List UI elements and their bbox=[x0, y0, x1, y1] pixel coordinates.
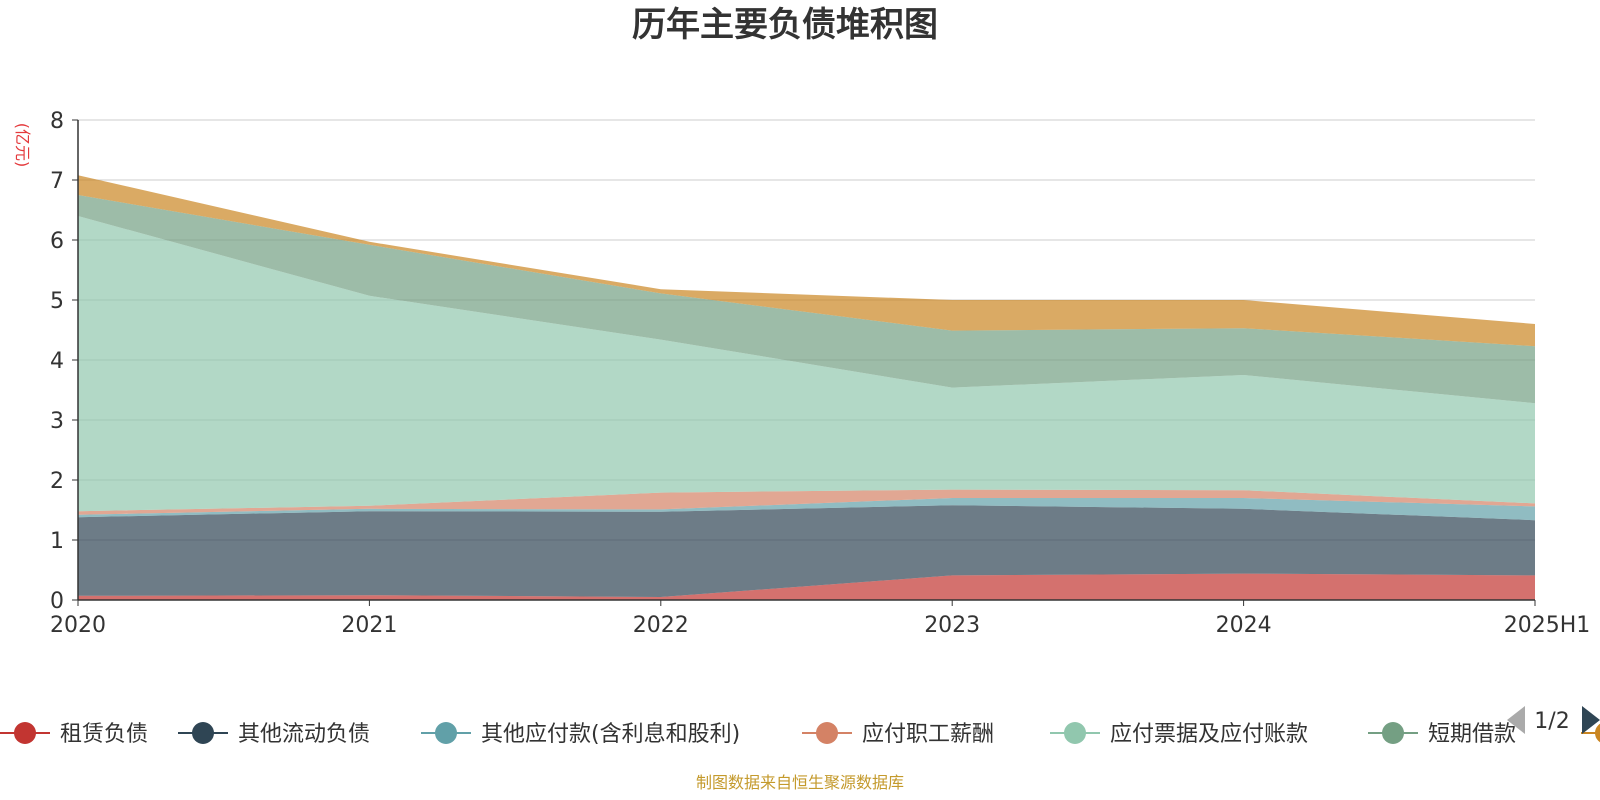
area-series-3 bbox=[78, 489, 1535, 515]
legend: 租赁负债 其他流动负债 其他应付款(含利息和股利) 应付职工薪酬 应付票据及应付账款 短期… bbox=[0, 722, 1600, 747]
legend-item[interactable]: 应付票据及应付账款 bbox=[1050, 722, 1308, 747]
legend-marker-icon bbox=[1595, 723, 1600, 743]
x-axis-ticks: 2020 2021 2022 2023 2024 2025H1 bbox=[50, 600, 1590, 638]
y-tick-label: 1 bbox=[50, 529, 64, 554]
legend-marker-icon bbox=[192, 722, 214, 744]
area-series-6 bbox=[78, 175, 1535, 347]
data-source-note: 制图数据来自恒生聚源数据库 bbox=[696, 773, 904, 792]
legend-marker-icon bbox=[1382, 722, 1404, 744]
y-axis-ticks: 0 1 2 3 4 5 6 7 8 bbox=[50, 109, 78, 614]
legend-item[interactable]: 其他流动负债 bbox=[178, 722, 370, 747]
legend-label: 短期借款 bbox=[1428, 722, 1516, 747]
area-series-1 bbox=[78, 505, 1535, 597]
legend-label: 租赁负债 bbox=[60, 722, 148, 747]
y-tick-label: 3 bbox=[50, 409, 64, 434]
legend-label: 应付票据及应付账款 bbox=[1110, 722, 1308, 747]
legend-item[interactable]: 其他应付款(含利息和股利) bbox=[421, 722, 740, 747]
y-tick-label: 6 bbox=[50, 229, 64, 254]
legend-pager: 1/2 bbox=[1507, 706, 1600, 734]
legend-next-page-icon[interactable] bbox=[1582, 706, 1600, 734]
y-tick-label: 7 bbox=[50, 169, 64, 194]
chart-title: 历年主要负债堆积图 bbox=[632, 5, 938, 45]
x-tick-label: 2024 bbox=[1216, 613, 1272, 638]
area-series-0 bbox=[78, 573, 1535, 600]
legend-prev-page-icon[interactable] bbox=[1507, 706, 1525, 734]
x-tick-label: 2020 bbox=[50, 613, 106, 638]
legend-item[interactable]: 租赁负债 bbox=[0, 722, 148, 747]
legend-label: 其他流动负债 bbox=[238, 722, 370, 747]
area-series-2 bbox=[78, 498, 1535, 521]
legend-label: 其他应付款(含利息和股利) bbox=[481, 722, 740, 747]
x-tick-label: 2021 bbox=[341, 613, 397, 638]
y-tick-label: 4 bbox=[50, 349, 64, 374]
legend-marker-icon bbox=[435, 722, 457, 744]
legend-item[interactable] bbox=[1581, 722, 1600, 744]
legend-marker-icon bbox=[816, 722, 838, 744]
y-tick-label: 8 bbox=[50, 109, 64, 134]
legend-item[interactable]: 应付职工薪酬 bbox=[802, 722, 994, 747]
x-tick-label: 2025H1 bbox=[1504, 613, 1591, 638]
area-series-5 bbox=[78, 195, 1535, 404]
y-axis-unit: (亿元) bbox=[13, 123, 32, 168]
legend-item[interactable]: 短期借款 bbox=[1368, 722, 1516, 747]
y-tick-label: 5 bbox=[50, 289, 64, 314]
y-tick-label: 0 bbox=[50, 589, 64, 614]
legend-page-indicator: 1/2 bbox=[1534, 709, 1569, 734]
x-tick-label: 2022 bbox=[633, 613, 689, 638]
area-series-group bbox=[78, 175, 1535, 600]
legend-label: 应付职工薪酬 bbox=[862, 722, 994, 747]
x-tick-label: 2023 bbox=[924, 613, 980, 638]
legend-marker-icon bbox=[14, 722, 36, 744]
y-tick-label: 2 bbox=[50, 469, 64, 494]
legend-marker-icon bbox=[1064, 722, 1086, 744]
